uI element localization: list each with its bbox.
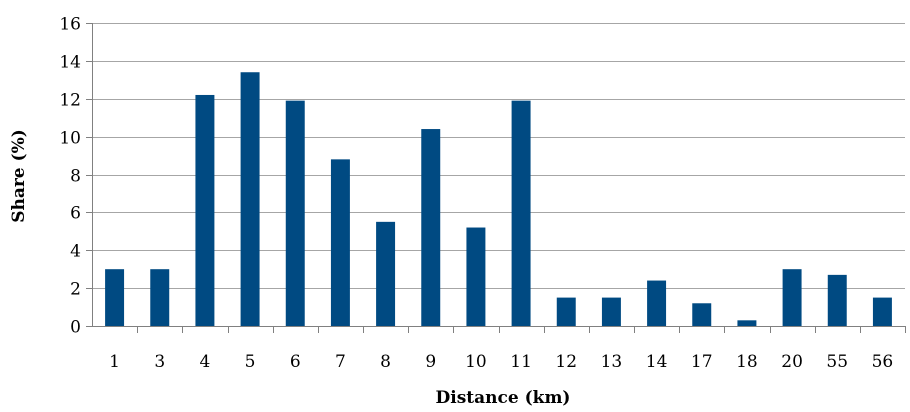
x-tick-label-14: 14 — [646, 352, 668, 372]
bar-56 — [872, 297, 892, 326]
bar-7 — [330, 159, 350, 326]
bar-55 — [827, 274, 847, 326]
x-tick-label-55: 55 — [826, 352, 848, 372]
bar-9 — [421, 129, 441, 326]
y-tick-label: 14 — [59, 53, 81, 73]
bar-17 — [692, 303, 712, 326]
x-tick-label-17: 17 — [691, 352, 713, 372]
gridlines — [92, 23, 905, 289]
bar-10 — [466, 227, 486, 326]
x-tick-label-11: 11 — [510, 352, 532, 372]
x-tick-label-1: 1 — [109, 352, 120, 372]
x-tick-label-9: 9 — [425, 352, 436, 372]
x-tick-label-7: 7 — [335, 352, 346, 372]
bar-12 — [556, 297, 576, 326]
y-tick-label: 0 — [70, 318, 81, 338]
bar-3 — [150, 269, 170, 326]
x-tick-label-18: 18 — [736, 352, 758, 372]
x-tick-label-10: 10 — [465, 352, 487, 372]
x-tick-label-12: 12 — [555, 352, 577, 372]
bar-13 — [601, 297, 621, 326]
x-tick-label-3: 3 — [154, 352, 165, 372]
bar-5 — [240, 72, 260, 326]
x-tick-label-56: 56 — [872, 352, 894, 372]
y-tick-label: 2 — [70, 280, 81, 300]
axes — [86, 23, 906, 333]
x-tick-label-5: 5 — [245, 352, 256, 372]
y-tick-labels: 0 2 4 6 8 10 12 14 16 — [59, 15, 81, 338]
x-tick-label-13: 13 — [601, 352, 623, 372]
bar-1 — [105, 269, 125, 326]
x-tick-labels: 1 3 4 5 6 7 8 9 10 11 12 13 14 17 18 20 55 56 — [109, 352, 893, 372]
x-tick-label-20: 20 — [781, 352, 803, 372]
bar-6 — [285, 100, 305, 326]
x-axis-title: Distance (km) — [436, 388, 571, 408]
bar-18 — [737, 320, 757, 326]
bar-8 — [376, 221, 396, 326]
y-tick-label: 6 — [70, 204, 81, 224]
bar-11 — [511, 100, 531, 326]
y-tick-label: 8 — [70, 167, 81, 187]
y-tick-label: 4 — [70, 242, 81, 262]
y-tick-label: 10 — [59, 129, 81, 149]
bars — [105, 72, 892, 327]
bar-20 — [782, 269, 802, 326]
bar-4 — [195, 94, 215, 327]
y-axis-title: Share (%) — [9, 129, 29, 223]
x-tick-label-6: 6 — [290, 352, 301, 372]
y-tick-label: 12 — [59, 91, 81, 111]
y-tick-label: 16 — [59, 15, 81, 35]
x-tick-label-4: 4 — [200, 352, 211, 372]
bar-14 — [647, 280, 667, 326]
x-tick-label-8: 8 — [380, 352, 391, 372]
